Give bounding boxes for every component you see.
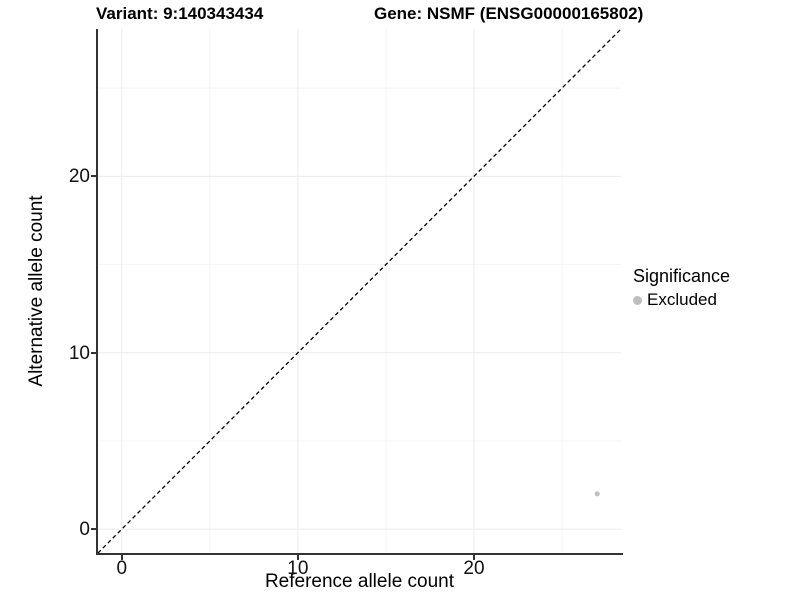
x-axis-line bbox=[96, 553, 623, 555]
y-tick-label: 20 bbox=[68, 166, 90, 188]
x-axis-title: Reference allele count bbox=[264, 571, 455, 592]
x-tick-label: 0 bbox=[116, 558, 128, 579]
legend-item-excluded: Excluded bbox=[633, 290, 730, 310]
legend-item-label: Excluded bbox=[647, 290, 717, 309]
x-tick-mark bbox=[296, 555, 299, 560]
y-tick-label: 0 bbox=[79, 519, 90, 541]
plot-svg bbox=[97, 28, 622, 554]
data-point bbox=[594, 491, 600, 497]
legend-point-icon bbox=[633, 295, 642, 305]
plot-title-variant: Variant: 9:140343434 bbox=[96, 4, 264, 23]
y-tick-mark bbox=[91, 175, 96, 178]
y-tick-mark bbox=[91, 351, 96, 354]
y-axis-title: Alternative allele count bbox=[26, 195, 47, 387]
x-tick-label: 10 bbox=[287, 558, 309, 579]
plot-title-gene: Gene: NSMF (ENSG00000165802) bbox=[374, 4, 644, 23]
x-tick-mark bbox=[472, 555, 475, 560]
y-tick-mark bbox=[91, 528, 96, 531]
legend: Significance Excluded bbox=[633, 266, 730, 310]
identity-line bbox=[97, 28, 622, 554]
y-axis-line bbox=[96, 29, 98, 555]
y-tick-label: 10 bbox=[68, 342, 90, 364]
x-tick-label: 20 bbox=[463, 558, 485, 579]
plot-panel bbox=[97, 28, 622, 554]
x-tick-mark bbox=[120, 555, 123, 560]
legend-title: Significance bbox=[633, 266, 731, 286]
